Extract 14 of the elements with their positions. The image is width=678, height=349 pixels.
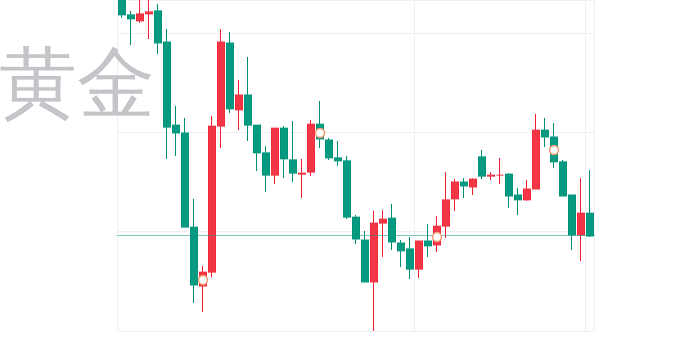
candlestick: [460, 178, 468, 198]
candlestick: [451, 178, 459, 212]
candlestick: [226, 32, 234, 114]
candlestick: [271, 128, 279, 185]
candlestick: [577, 178, 585, 262]
candlestick: [415, 240, 423, 279]
candlestick: [478, 149, 486, 180]
candlestick: [298, 158, 306, 198]
candlestick: [307, 120, 315, 177]
text: 黄金: [0, 39, 155, 129]
candlestick: [469, 178, 477, 196]
candlestick: [280, 126, 288, 179]
candlestick: [289, 120, 297, 183]
candlestick: [235, 80, 243, 131]
